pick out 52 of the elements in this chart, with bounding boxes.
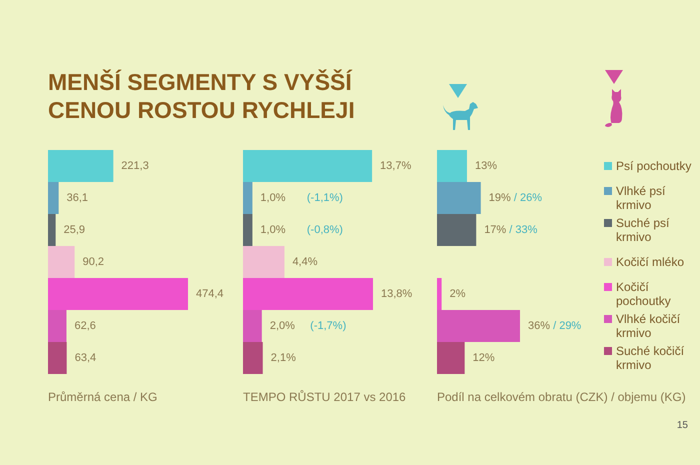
data-label: 13,7%	[380, 160, 412, 172]
y-tick-label: Suché kočičí krmivo	[616, 344, 685, 372]
data-label: 474,4	[196, 288, 224, 300]
data-label: 63,4	[74, 352, 96, 364]
data-label: 90,2	[82, 256, 104, 268]
y-tick-label: Vlhké kočičí krmivo	[616, 312, 681, 340]
data-label: 36,1	[66, 192, 88, 204]
y-tick-label: Kočičí pochoutky	[616, 280, 671, 308]
bar	[437, 150, 467, 182]
bar	[48, 150, 114, 182]
bar	[48, 182, 59, 214]
data-label: 13,8%	[381, 288, 412, 300]
data-label: 25,9	[64, 224, 86, 236]
y-tick-label: Vlhké psí krmivo	[616, 184, 666, 212]
y-tick-label: Suché psí krmivo	[616, 216, 670, 244]
text: 1,0% (-0,8%)	[260, 224, 343, 236]
data-label: 2%	[450, 288, 466, 300]
x-axis-title: Průměrná cena / KG	[48, 390, 158, 404]
data-label: 2,1%	[270, 352, 296, 364]
bar	[437, 342, 465, 374]
data-label: 62,6	[74, 320, 96, 332]
x-axis-title: TEMPO RŮSTU 2017 vs 2016	[243, 390, 406, 404]
data-label: 13%	[474, 160, 498, 172]
bar	[243, 150, 372, 182]
data-label: 4,4%	[292, 256, 318, 268]
text: 15	[676, 420, 688, 431]
data-label: 17% / 33%	[484, 224, 538, 236]
bar	[48, 214, 56, 246]
bar	[437, 182, 481, 214]
bar	[48, 278, 188, 310]
data-label: 221,3	[121, 160, 149, 172]
data-label: 12%	[472, 352, 495, 364]
y-tick-label: Psí pochoutky	[616, 159, 692, 173]
bar	[243, 310, 262, 342]
bar	[243, 246, 284, 278]
chart-title: MENŠÍ SEGMENTY S VYŠŠÍ CENOU ROSTOU RYCHLEJI	[48, 68, 356, 124]
bar	[243, 214, 252, 246]
text: 2,0% (-1,7%)	[270, 320, 346, 332]
bar	[48, 310, 66, 342]
x-axis-title: Podíl na celkovém obratu (CZK) / objemu (KG)	[437, 390, 686, 404]
bar	[437, 278, 442, 310]
bar	[437, 310, 520, 342]
text: 1,0% (-1,1%)	[260, 192, 343, 204]
bar	[48, 246, 75, 278]
bar	[437, 214, 476, 246]
y-tick-label: Kočičí mléko	[616, 255, 684, 269]
bar	[243, 278, 373, 310]
data-label: 19% / 26%	[488, 192, 542, 204]
bar	[243, 182, 252, 214]
data-label: 36% / 29%	[528, 320, 582, 332]
bar	[243, 342, 263, 374]
bar	[48, 342, 67, 374]
